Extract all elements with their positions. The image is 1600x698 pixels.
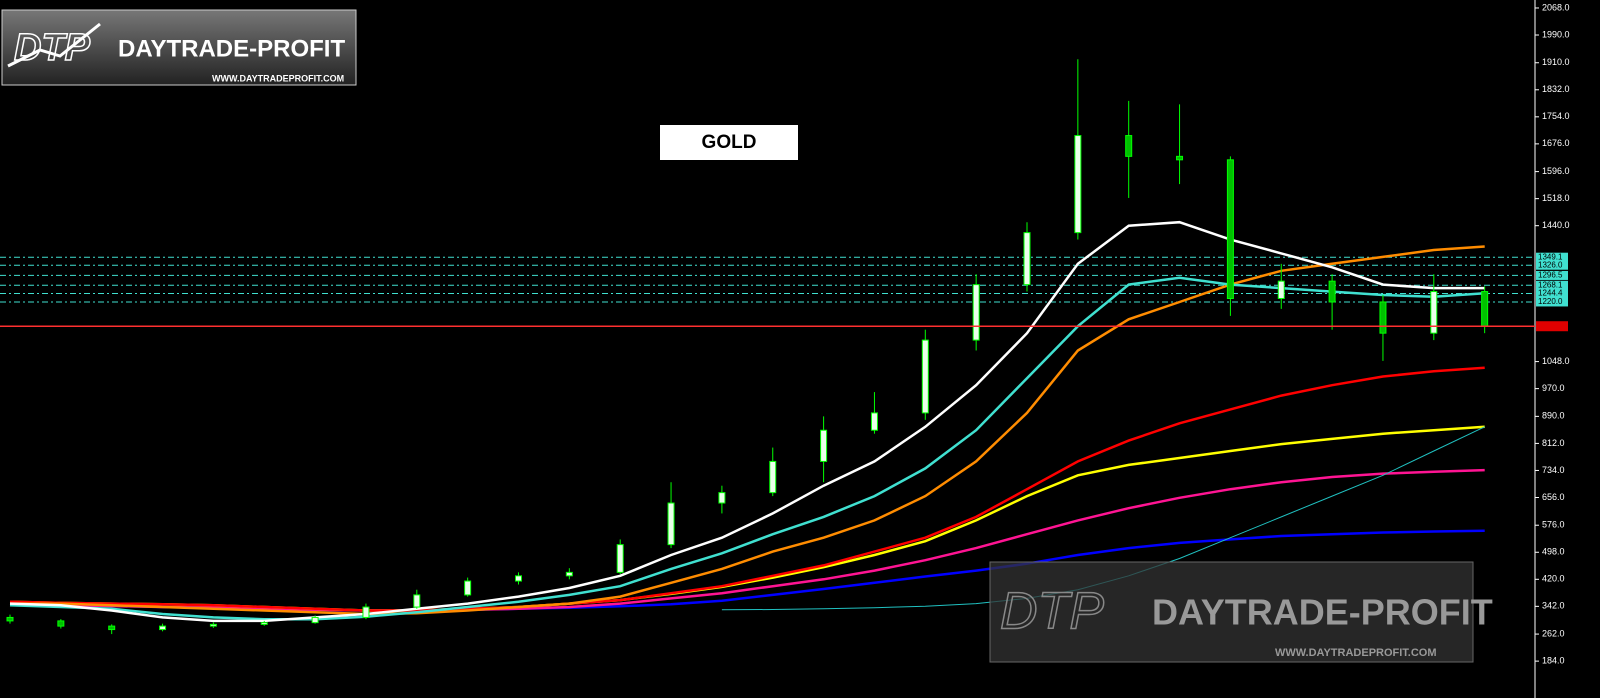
watermark-box bbox=[989, 561, 1474, 663]
candle-body bbox=[108, 625, 116, 631]
candle-body bbox=[1328, 280, 1336, 303]
moving-average-line bbox=[9, 366, 1485, 612]
candle-body bbox=[311, 616, 319, 624]
y-tick-label: 1910.0 bbox=[1542, 57, 1570, 67]
y-tick-label: 656.0 bbox=[1542, 492, 1565, 502]
y-tick-label: 812.0 bbox=[1542, 438, 1565, 448]
y-tick-label: 1440.0 bbox=[1542, 220, 1570, 230]
candle-body bbox=[464, 580, 472, 596]
level-label-box bbox=[1536, 280, 1568, 290]
candle-body bbox=[57, 620, 65, 627]
level-label: 1326.0 bbox=[1538, 260, 1563, 269]
logo-arrow bbox=[7, 22, 101, 68]
candle-body bbox=[515, 575, 522, 582]
candle-body bbox=[769, 460, 777, 494]
candle-body bbox=[1023, 232, 1031, 286]
candle-body bbox=[1176, 155, 1184, 161]
candle-body bbox=[1379, 301, 1387, 334]
candle-body bbox=[1481, 291, 1489, 327]
current-price-box bbox=[1536, 321, 1568, 332]
level-label-box bbox=[1536, 252, 1568, 262]
watermark-mark: DTP bbox=[1000, 583, 1104, 641]
y-tick-label: 890.0 bbox=[1542, 411, 1565, 421]
y-tick-label: 342.0 bbox=[1542, 601, 1565, 611]
candle-body bbox=[159, 625, 167, 631]
y-tick-label: 1596.0 bbox=[1542, 166, 1570, 176]
y-tick-label: 576.0 bbox=[1542, 520, 1565, 530]
candle-body bbox=[6, 616, 14, 622]
logo-name: DAYTRADE-PROFIT bbox=[118, 35, 345, 62]
y-tick-label: 420.0 bbox=[1542, 574, 1565, 584]
level-label: 1220.0 bbox=[1538, 297, 1563, 306]
level-label-box bbox=[1536, 270, 1568, 280]
watermark-name: DAYTRADE-PROFIT bbox=[1152, 592, 1493, 633]
logo-url: WWW.DAYTRADEPROFIT.COM bbox=[212, 73, 344, 83]
title-box bbox=[660, 125, 798, 160]
level-label-box bbox=[1536, 288, 1568, 298]
y-tick-label: 1048.0 bbox=[1542, 356, 1570, 366]
candle-body bbox=[667, 502, 675, 546]
y-tick-label: 1754.0 bbox=[1542, 111, 1570, 121]
y-tick-label: 2068.0 bbox=[1542, 2, 1570, 12]
y-tick-label: 1990.0 bbox=[1542, 29, 1570, 39]
candle-body bbox=[209, 623, 217, 627]
level-label: 1268.1 bbox=[1538, 280, 1563, 289]
candle-body bbox=[921, 339, 929, 414]
candle-body bbox=[820, 429, 828, 462]
logo-box bbox=[1, 9, 357, 86]
watermark-url: WWW.DAYTRADEPROFIT.COM bbox=[1275, 647, 1437, 659]
candle-body bbox=[718, 492, 726, 504]
candle-body bbox=[1074, 135, 1082, 234]
candle-body bbox=[413, 594, 421, 608]
candle-body bbox=[260, 622, 268, 625]
y-tick-label: 1518.0 bbox=[1542, 193, 1570, 203]
y-tick-label: 734.0 bbox=[1542, 465, 1565, 475]
level-label: 1244.4 bbox=[1538, 289, 1563, 298]
level-label: 1349.1 bbox=[1538, 252, 1563, 261]
candle-body bbox=[1277, 280, 1285, 299]
candle-body bbox=[870, 412, 878, 431]
candle-body bbox=[1226, 159, 1234, 299]
level-label-box bbox=[1536, 260, 1568, 270]
level-label: 1296.5 bbox=[1538, 271, 1563, 280]
moving-average-line bbox=[9, 220, 1485, 623]
candle-body bbox=[616, 544, 624, 573]
logo-mark: DTP bbox=[14, 27, 91, 69]
y-tick-label: 184.0 bbox=[1542, 655, 1565, 665]
moving-average-line bbox=[9, 276, 1485, 621]
candle-body bbox=[1430, 291, 1438, 334]
moving-average-line bbox=[10, 468, 1485, 612]
y-tick-label: 1676.0 bbox=[1542, 138, 1570, 148]
candle-body bbox=[565, 571, 573, 577]
plot: 2068.0 1990.0 1910.0 1832.0 1754.0 1676.0 1596… bbox=[0, 2, 1570, 665]
y-tick-label: 262.0 bbox=[1542, 628, 1565, 638]
y-tick-label: 1832.0 bbox=[1542, 84, 1570, 94]
chart-title: GOLD bbox=[702, 132, 757, 153]
moving-average-line bbox=[10, 245, 1485, 616]
y-tick-label: 970.0 bbox=[1542, 383, 1565, 393]
candle-body bbox=[362, 606, 370, 618]
level-label-box bbox=[1536, 297, 1568, 307]
y-tick-label: 498.0 bbox=[1542, 547, 1565, 557]
candle-body bbox=[972, 284, 980, 341]
candle-body bbox=[1125, 135, 1133, 157]
